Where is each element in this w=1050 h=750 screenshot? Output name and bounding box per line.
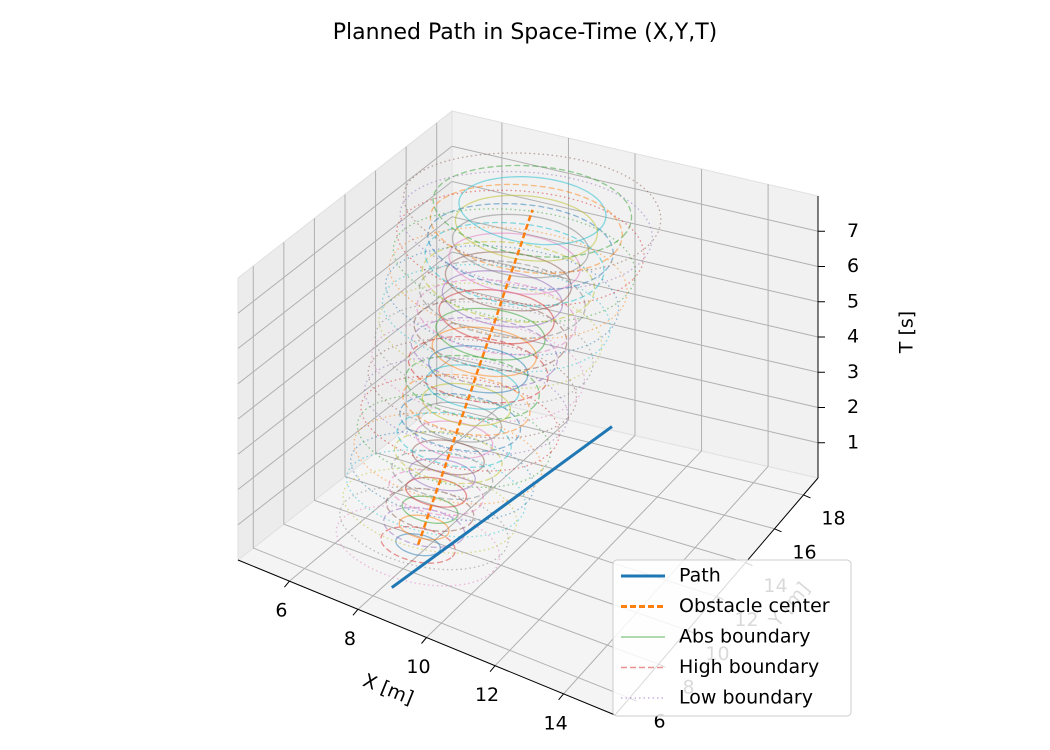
boundary-ring: [418, 259, 586, 339]
boundary-ring: [404, 476, 468, 508]
boundary-ring: [356, 393, 552, 489]
grid-line: [451, 357, 819, 444]
z-tick-label: 7: [847, 220, 859, 242]
path-line: [390, 425, 613, 589]
boundary-ring: [388, 226, 628, 340]
boundary-ring: [421, 240, 596, 323]
boundary-ring: [384, 245, 620, 356]
x-tick: [558, 693, 564, 701]
z-tick-label: 6: [847, 255, 859, 277]
boundary-ring: [414, 420, 494, 459]
z-tick-label: 4: [847, 326, 859, 348]
boundary-ring: [432, 164, 633, 258]
legend-label: Abs boundary: [679, 626, 811, 648]
y-tick: [774, 528, 782, 533]
boundary-ring: [402, 152, 662, 273]
x-tick-label: 12: [475, 684, 499, 706]
boundary-ring: [367, 338, 578, 439]
z-tick-label: 1: [847, 431, 859, 453]
legend-label: High boundary: [679, 656, 819, 678]
grid-line: [237, 286, 453, 455]
x-tick: [489, 665, 496, 673]
x-tick-label: 6: [275, 600, 287, 622]
grid-line: [451, 286, 819, 373]
z-tick-label: 2: [847, 396, 859, 418]
x-axis-line: [237, 559, 616, 716]
x-tick-label: 10: [406, 656, 430, 678]
legend-label: Obstacle center: [679, 595, 830, 617]
grid-line: [451, 216, 819, 303]
grid-line: [283, 523, 659, 665]
grid-line: [237, 181, 453, 349]
z-axis-label: T [s]: [896, 311, 918, 354]
legend-label: Low boundary: [679, 687, 813, 709]
x-tick: [352, 608, 359, 616]
x-tick-label: 8: [344, 628, 356, 650]
z-tick-label: 3: [847, 361, 859, 383]
boundary-ring: [418, 401, 503, 443]
boundary-ring: [413, 297, 568, 372]
grid: [237, 122, 819, 699]
boundary-ring: [407, 335, 549, 404]
boundary-ring: [458, 176, 607, 246]
obstacle-center-line: [416, 209, 534, 546]
boundary-ring: [378, 282, 603, 389]
chart-title: Planned Path in Space-Time (X,Y,T): [333, 20, 718, 45]
grid-line: [451, 145, 819, 232]
y-tick: [803, 494, 811, 499]
boundary-ring: [424, 221, 605, 307]
y-tick-label: 18: [821, 507, 845, 529]
boundary-ring: [408, 458, 476, 492]
grid-line: [253, 547, 630, 699]
boundary-ring: [380, 525, 456, 564]
boundary-ring: [421, 382, 512, 427]
grid-line: [237, 357, 453, 526]
y-tick-label: 16: [792, 541, 816, 563]
legend-box: [612, 559, 852, 717]
boundary-ring: [401, 495, 459, 524]
z-tick-label: 5: [847, 290, 859, 312]
grid-line: [436, 404, 804, 496]
boundary-ring: [385, 487, 475, 532]
marks: [335, 152, 662, 589]
boundary-ring: [399, 392, 522, 453]
grid-line: [237, 322, 453, 490]
boundary-ring: [393, 430, 503, 485]
boundary-ring: [381, 263, 611, 373]
boundary-ring: [428, 345, 529, 394]
grid-line: [451, 251, 819, 338]
legend: Path Obstacle center Abs boundary High boun…: [612, 559, 852, 717]
grid-line: [237, 251, 453, 420]
boundary-ring: [410, 316, 559, 388]
boundary-ring: [396, 189, 645, 306]
boundary-ring: [435, 307, 546, 361]
boundary-ring: [427, 202, 614, 291]
boundary-ring: [388, 468, 484, 517]
grid-line: [237, 216, 453, 385]
boundary-ring: [402, 373, 531, 436]
boundary-ring: [353, 412, 543, 505]
boundary-ring: [371, 319, 586, 422]
x-tick: [421, 637, 427, 644]
x-tick-label: 14: [543, 712, 567, 734]
boundary-ring: [349, 430, 535, 521]
boundary-ring: [345, 449, 526, 538]
boundary-ring: [382, 507, 466, 548]
boundary-ring: [438, 288, 555, 345]
boundary-ring: [429, 183, 624, 275]
x-tick: [284, 580, 290, 588]
boundary-ring: [399, 170, 654, 290]
legend-label: Path: [679, 565, 721, 587]
boundary-ring: [425, 364, 520, 410]
